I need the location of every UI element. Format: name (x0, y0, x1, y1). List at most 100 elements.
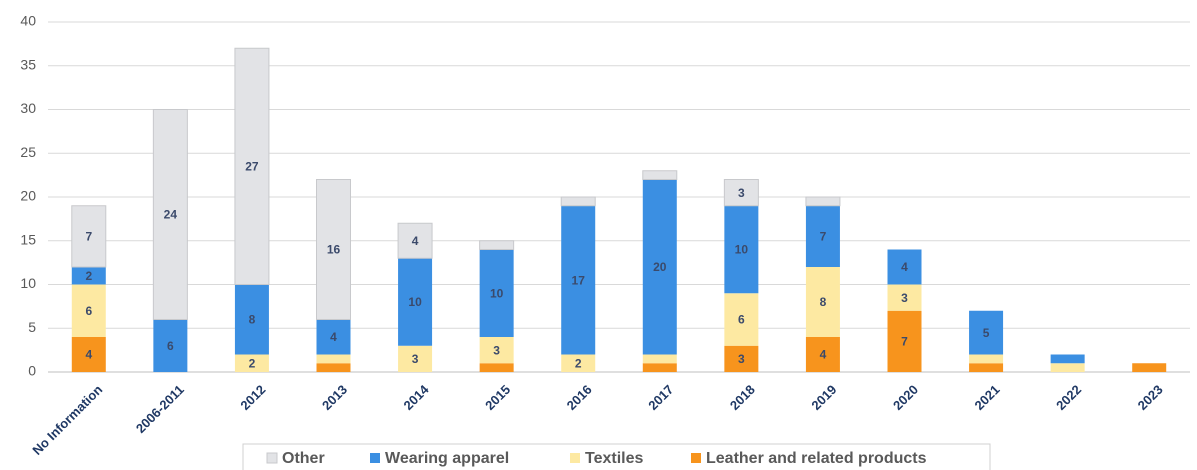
bar-segment (724, 345, 759, 372)
bar-segment (71, 284, 106, 337)
x-tick-label: 2017 (645, 382, 676, 413)
x-tick-label: 2015 (482, 382, 513, 413)
data-label: 4 (85, 348, 92, 362)
data-label: 3 (738, 186, 745, 200)
bar-segment (398, 345, 433, 372)
data-label: 4 (330, 330, 337, 344)
x-tick-label: 2006-2011 (133, 382, 187, 436)
bar-segment (642, 170, 678, 180)
bar-segment (71, 337, 106, 372)
data-label: 8 (249, 313, 256, 327)
bar-segment (1132, 363, 1167, 372)
bar-segment (642, 363, 677, 372)
legend-label: Wearing apparel (385, 450, 509, 467)
bar-segment (234, 354, 269, 372)
legend-swatch (691, 453, 701, 463)
bar-segment (642, 179, 677, 355)
data-label: 3 (738, 352, 745, 366)
bar-segment (969, 354, 1004, 364)
bar-segment (153, 319, 188, 372)
data-label: 10 (490, 286, 504, 300)
data-label: 2 (249, 356, 256, 370)
legend-swatch (370, 453, 380, 463)
bar-segment (1050, 354, 1085, 364)
data-label: 16 (327, 243, 341, 257)
bar-segment (479, 337, 514, 364)
bar-segment (152, 109, 188, 320)
data-label: 6 (167, 339, 174, 353)
data-label: 6 (85, 304, 92, 318)
bar-segment (234, 284, 269, 355)
bar-segment (479, 249, 514, 337)
x-tick-label: 2020 (890, 382, 921, 413)
data-label: 7 (820, 230, 827, 244)
data-label: 4 (901, 260, 908, 274)
bar-segment (887, 310, 922, 372)
y-tick-label: 40 (20, 13, 36, 29)
x-tick-label: 2019 (808, 382, 839, 413)
bar-segment (969, 363, 1004, 372)
data-label: 27 (245, 160, 259, 174)
data-label: 10 (408, 295, 422, 309)
bar-segment (805, 196, 841, 207)
y-tick-label: 20 (20, 188, 36, 204)
x-tick-label: 2016 (564, 382, 595, 413)
data-label: 10 (735, 243, 749, 257)
bar-segment (1050, 363, 1085, 372)
x-tick-label: 2022 (1053, 382, 1084, 413)
bar-segment (316, 363, 351, 372)
x-tick-label: 2013 (319, 382, 350, 413)
data-label: 20 (653, 260, 667, 274)
data-label: 4 (412, 234, 419, 248)
bar-segment (479, 363, 514, 372)
data-label: 7 (901, 335, 908, 349)
data-label: 24 (164, 208, 178, 222)
data-label: 17 (572, 273, 586, 287)
bar-segment (316, 179, 351, 320)
legend-swatch (266, 452, 278, 464)
x-tick-label: 2014 (401, 381, 433, 413)
legend-swatch (570, 453, 580, 463)
data-label: 6 (738, 313, 745, 327)
bar-segment (71, 205, 107, 268)
bar-segment (561, 354, 596, 372)
y-tick-label: 25 (20, 144, 36, 160)
legend-label: Other (282, 450, 325, 467)
bar-segment (316, 354, 351, 364)
bar-segment (479, 240, 515, 250)
bar-segment (805, 337, 840, 372)
bar-segment (398, 258, 433, 346)
bar-segment (560, 196, 596, 207)
data-label: 2 (575, 356, 582, 370)
y-tick-label: 35 (20, 56, 36, 72)
data-label: 8 (820, 295, 827, 309)
bar-segment (316, 319, 351, 355)
x-tick-label: 2021 (972, 382, 1003, 413)
bar-segment (642, 354, 677, 364)
data-label: 7 (85, 230, 92, 244)
data-label: 3 (412, 352, 419, 366)
bar-segment (805, 267, 840, 337)
y-tick-label: 10 (20, 275, 36, 291)
bar-segment (723, 179, 759, 207)
bar-segment (397, 222, 433, 259)
legend-box (242, 443, 991, 470)
x-tick-label: 2018 (727, 382, 758, 413)
data-label: 3 (901, 291, 908, 305)
bar-segment (887, 284, 922, 311)
data-label: 2 (85, 269, 92, 283)
legend-label: Textiles (585, 450, 644, 467)
bar-segment (234, 47, 270, 285)
bar-segment (724, 205, 759, 294)
data-label: 4 (820, 348, 827, 362)
bar-segment (969, 310, 1004, 355)
y-tick-label: 5 (28, 319, 36, 335)
x-tick-label: 2012 (237, 382, 268, 413)
data-label: 3 (493, 343, 500, 357)
legend-label: Leather and related products (706, 450, 927, 467)
bar-segment (561, 205, 596, 355)
bar-segment (724, 293, 759, 346)
x-tick-label: 2023 (1135, 382, 1166, 413)
y-tick-label: 0 (28, 363, 36, 379)
